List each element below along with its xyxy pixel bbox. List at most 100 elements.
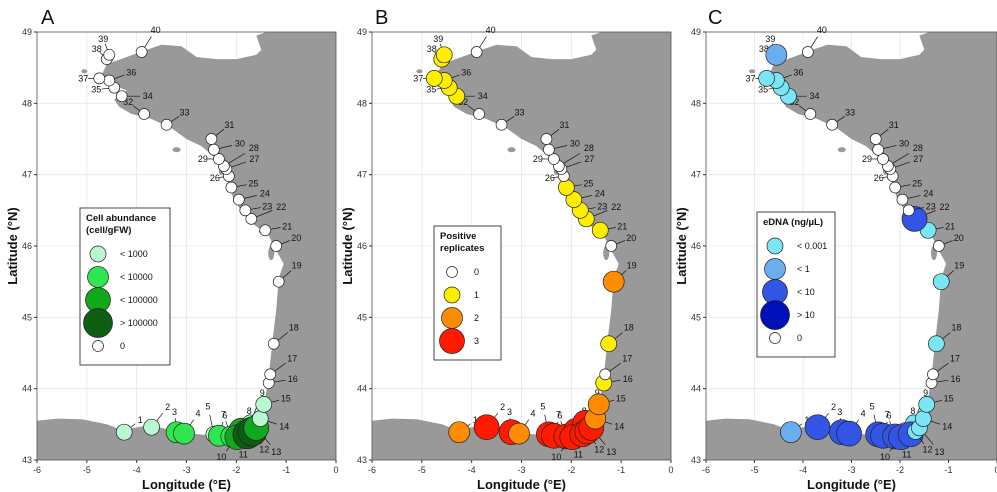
station-label: 7	[221, 409, 226, 419]
station-marker	[270, 240, 283, 252]
station-label: 16	[623, 374, 633, 384]
island	[172, 147, 181, 153]
x-tick-label: -6	[368, 465, 376, 475]
station-label: 33	[515, 108, 525, 118]
panel-letter: B	[375, 7, 388, 29]
y-tick-label: 47	[357, 170, 367, 180]
station-label: 18	[624, 323, 634, 333]
station-label: 39	[433, 34, 443, 44]
x-axis-label: Longitude (°E)	[807, 477, 896, 492]
legend-swatch	[89, 245, 107, 263]
station-marker	[600, 335, 618, 353]
station-label: 19	[954, 261, 964, 271]
station-label: 17	[287, 353, 297, 363]
station-marker	[225, 181, 238, 194]
station-label: 12	[259, 444, 269, 454]
station-marker	[93, 72, 106, 85]
station-marker	[135, 46, 148, 58]
station-label: 24	[923, 189, 933, 199]
station-marker	[758, 70, 775, 87]
station-label: 37	[746, 73, 756, 83]
y-tick-label: 43	[22, 455, 32, 465]
x-tick-label: 0	[994, 465, 997, 475]
station-marker	[205, 133, 218, 145]
station-label: 27	[249, 154, 259, 164]
station-label: 39	[765, 34, 775, 44]
station-marker	[448, 421, 471, 444]
station-label: 3	[172, 407, 177, 417]
station-marker	[435, 46, 453, 64]
x-tick-label: -2	[232, 465, 240, 475]
station-marker	[869, 133, 882, 145]
station-label: 10	[216, 452, 226, 462]
station-label: 14	[279, 422, 289, 432]
station-label: 35	[91, 85, 101, 95]
y-tick-label: 45	[22, 312, 32, 322]
station-label: 3	[837, 407, 842, 417]
legend-swatch	[446, 266, 458, 278]
y-tick-label: 47	[22, 170, 32, 180]
station-marker	[932, 273, 950, 291]
y-tick-label: 46	[22, 241, 32, 251]
station-label: 25	[248, 179, 258, 189]
x-tick-label: -4	[799, 465, 807, 475]
station-marker	[239, 204, 252, 217]
station-label: 31	[224, 120, 234, 130]
station-marker	[918, 396, 936, 413]
land-area	[37, 32, 336, 460]
station-marker	[928, 335, 945, 353]
station-marker	[232, 193, 245, 206]
island	[81, 69, 88, 74]
station-label: 20	[291, 233, 301, 243]
station-label: 28	[913, 143, 923, 153]
station-label: 27	[584, 154, 594, 164]
x-tick-label: -5	[750, 465, 758, 475]
station-marker	[877, 153, 889, 165]
y-tick-label: 48	[691, 98, 701, 108]
y-tick-label: 49	[691, 27, 701, 37]
station-marker	[245, 213, 258, 225]
station-label: 21	[945, 221, 955, 231]
station-label: 26	[545, 173, 555, 183]
station-marker	[927, 368, 939, 381]
station-label: 33	[180, 108, 190, 118]
station-label: 16	[288, 374, 298, 384]
station-label: 13	[606, 447, 616, 457]
station-label: 39	[98, 34, 108, 44]
legend-label: > 100000	[120, 318, 158, 328]
station-marker	[470, 46, 483, 58]
legend-title: eDNA (ng/µL)	[763, 217, 823, 228]
station-marker	[872, 143, 885, 156]
y-tick-label: 49	[357, 27, 367, 37]
station-marker	[259, 224, 272, 237]
station-marker	[425, 70, 443, 87]
station-label: 12	[594, 444, 604, 454]
station-label: 9	[923, 388, 928, 398]
station-label: 22	[611, 202, 621, 212]
x-tick-label: -3	[182, 465, 190, 475]
panel-letter: C	[708, 7, 722, 29]
station-label: 28	[584, 143, 594, 153]
station-label: 7	[556, 409, 561, 419]
station-label: 6	[557, 411, 562, 421]
station-label: 19	[627, 261, 637, 271]
station-marker	[826, 118, 838, 131]
station-label: 30	[899, 139, 909, 149]
station-label: 13	[934, 447, 944, 457]
station-label: 18	[289, 323, 299, 333]
y-axis-label: Latitude (°N)	[340, 207, 355, 284]
legend-title: Positive	[440, 231, 476, 242]
station-label: 32	[458, 97, 468, 107]
legend-title: (cell/gFW)	[86, 225, 131, 236]
y-tick-label: 44	[357, 384, 367, 394]
land-area	[372, 32, 671, 460]
station-label: 15	[281, 393, 291, 403]
legend-swatch	[441, 307, 463, 329]
station-label: 9	[260, 388, 265, 398]
station-label: 40	[817, 25, 827, 35]
y-tick-label: 46	[357, 241, 367, 251]
station-marker	[103, 74, 116, 87]
